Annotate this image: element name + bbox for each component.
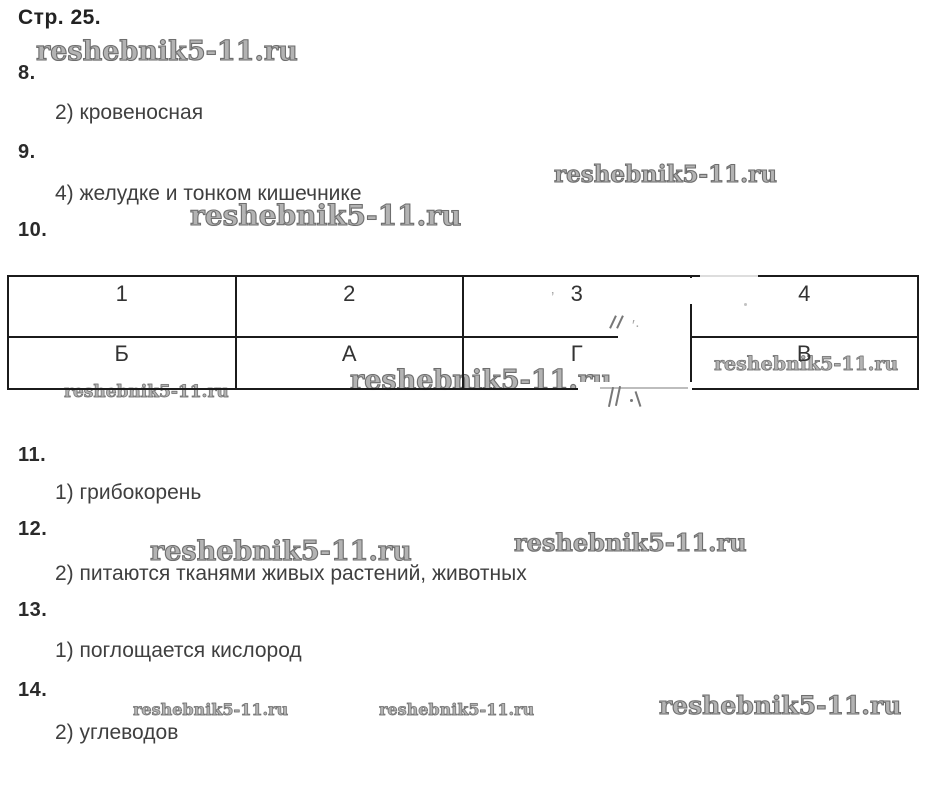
watermark: reshebnik5-11.ru [189,198,462,232]
pencil-mark [634,391,642,407]
item-number-10: 10. [18,219,48,241]
item-answer-14: 2) углеводов [55,721,179,744]
item-number-8: 8. [18,62,36,84]
scan-smudge [687,278,699,304]
watermark: reshebnik5-11.ru [149,535,412,567]
item-number-9: 9. [18,141,36,163]
table-header-cell: 2 [234,275,464,338]
item-answer-13: 1) поглощается кислород [55,639,302,662]
page-title: Стр. 25. [18,6,102,29]
scan-line-fragment [600,387,688,389]
watermark: reshebnik5-11.ru [553,160,777,188]
item-answer-12: 2) питаются тканями живых растений, живо… [55,562,527,585]
table-value-cell: В [689,336,919,390]
pencil-mark: ’ [551,289,555,306]
table-header-row: 1 2 3 4 [7,275,919,338]
table-value-cell: Б [7,336,237,390]
item-number-12: 12. [18,518,48,540]
watermark: reshebnik5-11.ru [513,527,747,557]
scan-smudge [618,325,690,338]
watermark: reshebnik5-11.ru [35,35,298,67]
answers-table: 1 2 3 4 Б А Г В [7,275,919,390]
item-answer-11: 1) грибокорень [55,481,202,504]
table-value-row: Б А Г В [7,336,919,390]
table-value-cell: А [234,336,464,390]
item-answer-9: 4) желудке и тонком кишечнике [55,182,362,205]
table-value-cell: Г [462,336,692,390]
pencil-mark: ′· [632,317,640,334]
item-number-11: 11. [18,444,47,466]
watermark: reshebnik5-11.ru [379,700,535,720]
scan-smudge [700,327,742,336]
scan-smudge [700,273,758,279]
pencil-mark [630,399,633,402]
watermark: reshebnik5-11.ru [133,700,289,720]
table-header-cell: 1 [7,275,237,338]
item-answer-8: 2) кровеносная [55,101,204,124]
item-number-14: 14. [18,679,48,701]
pencil-mark [744,303,747,306]
watermark: reshebnik5-11.ru [658,690,902,720]
item-number-13: 13. [18,599,48,621]
